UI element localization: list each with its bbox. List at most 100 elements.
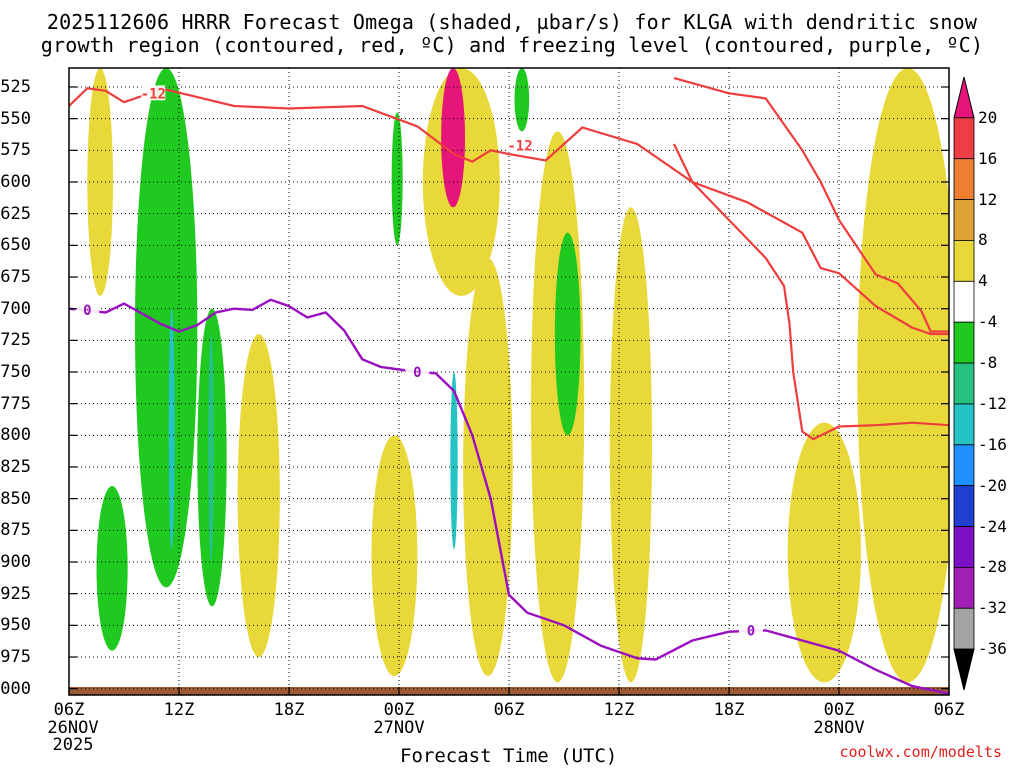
omega-region-yellow-col-01z [371,435,418,676]
x-tick-label-6: 18Z [713,700,745,720]
colorbar-bin-1 [953,117,975,160]
colorbar-bin-4 [953,240,975,282]
x-tick-label-0: 06Z [53,700,85,720]
freezing-label-left-bg [75,301,100,317]
colorbar-bin-6 [953,321,975,364]
x-tick-sublabel-0-0: 26NOV [47,718,99,738]
dgz-label-mid: -12 [507,138,532,154]
y-tick-label-600: 600 [0,172,31,192]
colorbar-label-10: -24 [978,516,1007,536]
colorbar-bin-2 [953,158,975,201]
x-tick-sublabel-0-1: 2025 [52,735,94,755]
x-tick-sublabel-3-0: 27NOV [373,718,425,738]
omega-region-green-col-01z [391,112,403,246]
x-tick-label-3: 00Z [383,700,415,720]
colorbar-bin-9 [953,444,975,487]
y-tick-label-750: 750 [0,362,31,382]
x-tick-label-5: 12Z [603,700,635,720]
x-axis-title: Forecast Time (UTC) [400,745,618,767]
dgz-contour-right [673,77,949,333]
omega-region-green-col-08z [514,68,530,132]
colorbar-bin-3 [953,199,975,241]
dgz-contour-lower [673,143,949,441]
y-tick-label-775: 775 [0,393,31,414]
colorbar-bin-bottom [953,648,975,691]
y-tick-label-825: 825 [0,457,31,477]
x-tick-label-8: 06Z [933,700,965,720]
freezing-label-mid-bg [405,364,430,379]
x-tick-label-1: 12Z [163,700,195,720]
omega-region-yellow-col-19z [237,334,280,657]
colorbar-label-4: 4 [978,271,988,291]
omega-shading-layer [69,68,949,695]
omega-region-green-col-early [96,485,128,651]
colorbar-bin-5 [953,280,975,323]
y-tick-label-700: 700 [0,298,31,319]
omega-region-yellow-col-00z [787,422,861,683]
colorbar-bin-11 [953,526,975,568]
y-tick-label-1000: 1000 [0,678,31,699]
y-tick-label-575: 575 [0,140,31,161]
y-tick-label-900: 900 [0,552,31,572]
omega-region-green-col-10z [554,232,581,436]
y-tick-label-625: 625 [0,203,31,224]
chart-title-line1: 2025112606 HRRR Forecast Omega (shaded, … [46,10,978,34]
colorbar [953,76,975,691]
colorbar-label-7: -12 [978,393,1007,413]
omega-region-blue-core-03z [450,372,458,550]
omega-region-teal-core-12z [168,308,175,550]
y-tick-label-675: 675 [0,267,31,287]
y-tick-label-975: 975 [0,647,31,667]
y-tick-label-800: 800 [0,425,31,446]
colorbar-label-11: -28 [978,557,1007,577]
colorbar-bin-12 [953,567,975,609]
freezing-label-mid: 0 [413,365,421,381]
colorbar-label-3: 8 [978,230,988,250]
omega-region-magenta-core-03z [441,68,466,208]
y-tick-label-550: 550 [0,108,31,129]
colorbar-bin-top [953,76,975,119]
y-tick-label-650: 650 [0,235,31,256]
colorbar-label-1: 16 [978,148,998,168]
dgz-label-left: -12 [141,86,166,102]
colorbar-label-9: -20 [978,475,1007,495]
y-tick-label-725: 725 [0,330,31,351]
y-tick-label-875: 875 [0,520,31,541]
omega-region-green-col-12z [135,68,198,588]
dgz-label-left-bg [141,85,166,101]
freezing-label-right: 0 [747,623,755,639]
colorbar-label-6: -8 [978,353,998,373]
dgz-contour-upper [69,87,949,336]
y-tick-label-925: 925 [0,583,31,604]
x-tick-label-4: 06Z [493,700,525,720]
x-tick-sublabel-7-0: 28NOV [813,718,865,738]
colorbar-label-8: -16 [978,434,1007,454]
credit-link[interactable]: coolwx.com/modelts [839,743,1002,761]
omega-region-yellow-col-07z [87,68,113,296]
y-tick-label-525: 525 [0,77,31,97]
colorbar-label-13: -36 [978,639,1007,659]
y-tick-label-950: 950 [0,615,31,636]
freezing-label-right-bg [739,622,763,638]
x-tick-label-7: 00Z [823,700,855,720]
colorbar-bin-13 [953,607,975,650]
chart-title-line2: growth region (contoured, red, ºC) and f… [40,33,984,57]
freezing-label-left: 0 [83,303,91,319]
omega-region-yellow-col-02z [857,68,949,683]
colorbar-label-5: -4 [978,312,998,332]
colorbar-bin-7 [953,362,975,405]
x-tick-label-2: 18Z [273,700,305,720]
colorbar-bin-10 [953,485,975,527]
axis-ticks [68,86,950,695]
omega-region-teal-core-14z [208,334,215,562]
dgz-label-mid-bg [508,137,532,153]
colorbar-label-0: 20 [978,107,998,127]
contour-layer: -12 -12 0 0 0 [69,77,949,695]
omega-region-yellow-col-05z [463,258,513,676]
colorbar-label-12: -32 [978,598,1007,618]
colorbar-bin-8 [953,403,975,446]
y-tick-label-850: 850 [0,488,31,509]
omega-region-yellow-col-13z [609,207,653,683]
colorbar-label-2: 12 [978,189,998,209]
